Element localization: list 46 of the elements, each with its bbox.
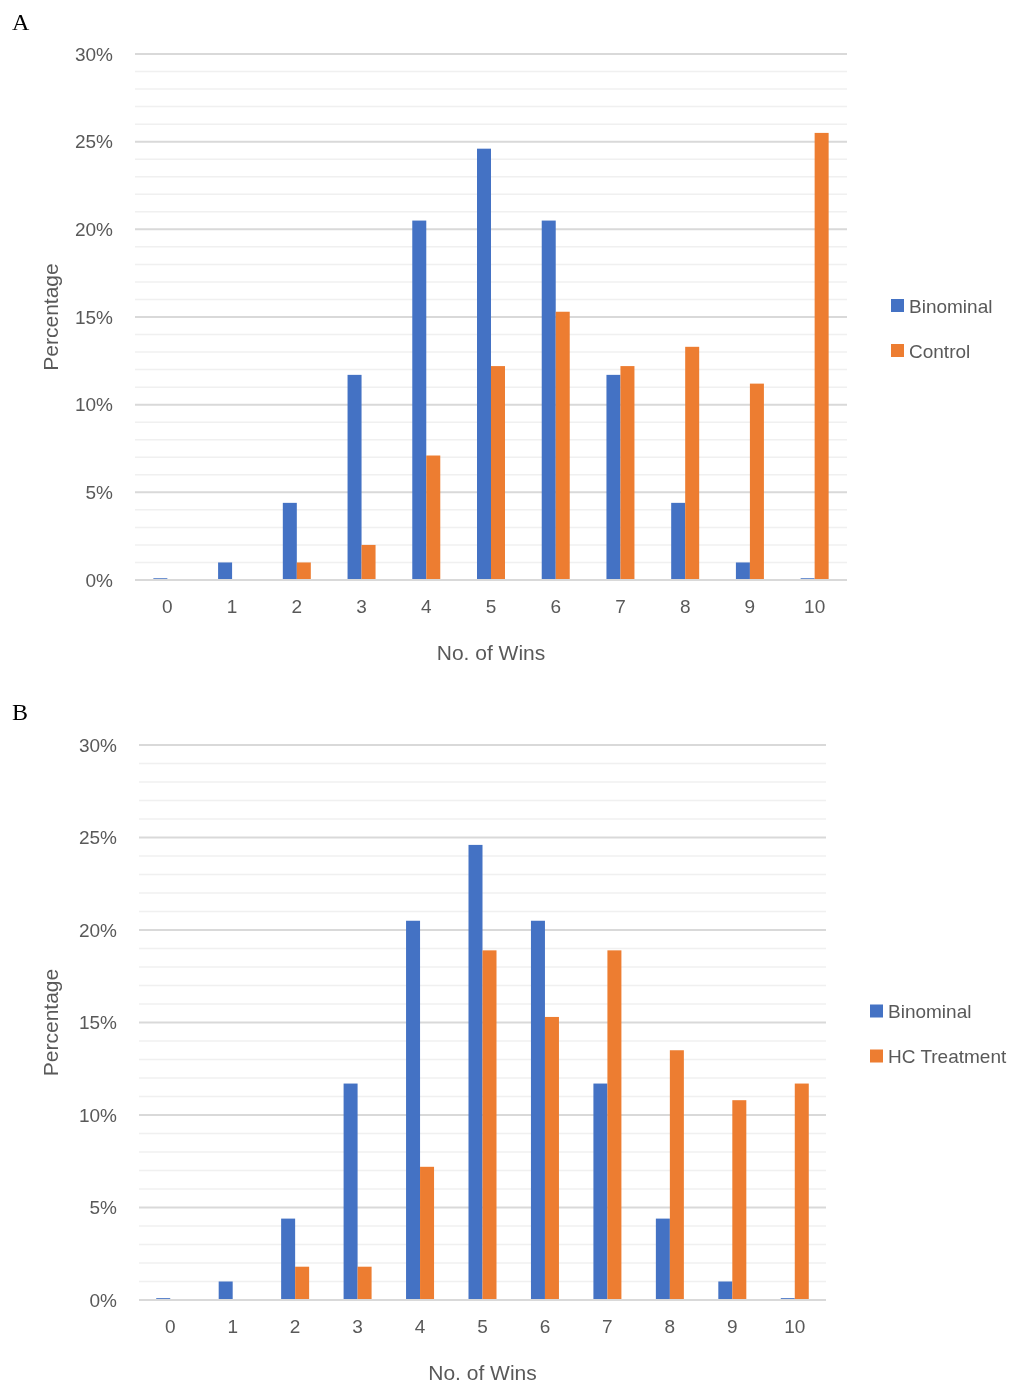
y-tick-label: 25%	[74, 131, 114, 153]
x-tick-label: 9	[727, 1316, 738, 1337]
y-axis-title: Percentage	[39, 263, 62, 371]
y-tick-label: 30%	[78, 734, 118, 756]
x-tick-label: 0	[164, 1316, 176, 1337]
text: B	[12, 699, 29, 725]
y-tick-label: 30%	[74, 43, 114, 65]
text: A	[12, 9, 30, 35]
legend-label: HC Treatment	[888, 1046, 1007, 1068]
legend-label: Binominal	[909, 295, 993, 317]
x-tick-label: 6	[550, 596, 562, 617]
x-axis-title: No. of Wins	[436, 641, 546, 664]
x-tick-label: 10	[784, 1316, 806, 1337]
x-tick-label: 6	[539, 1316, 551, 1337]
x-tick-label: 8	[679, 596, 691, 617]
x-tick-label: 1	[226, 596, 238, 617]
x-tick-label: 7	[615, 596, 626, 617]
y-tick-label: 5%	[89, 1197, 118, 1219]
x-tick-label: 1	[227, 1316, 238, 1337]
legend-label: Control	[909, 340, 971, 362]
legend-label: Binominal	[888, 1001, 972, 1023]
y-tick-label: 5%	[85, 481, 114, 503]
y-tick-label: 15%	[78, 1012, 118, 1034]
x-tick-label: 5	[477, 1316, 488, 1337]
x-tick-label: 4	[420, 596, 432, 617]
x-tick-label: 8	[664, 1316, 676, 1337]
y-tick-label: 20%	[78, 919, 118, 941]
x-tick-label: 0	[162, 596, 173, 617]
y-axis-title: Percentage	[39, 968, 62, 1077]
x-tick-label: 3	[356, 596, 367, 617]
y-tick-label: 0%	[89, 1289, 118, 1311]
y-tick-label: 0%	[85, 569, 114, 591]
y-tick-label: 25%	[78, 827, 118, 849]
y-tick-label: 10%	[78, 1104, 118, 1126]
x-tick-label: 7	[602, 1316, 613, 1337]
x-tick-label: 2	[289, 1316, 301, 1337]
y-tick-label: 15%	[74, 306, 114, 328]
x-tick-label: 9	[744, 596, 756, 617]
x-tick-label: 3	[352, 1316, 363, 1337]
x-tick-label: 2	[291, 596, 303, 617]
x-tick-label: 5	[485, 596, 497, 617]
y-tick-label: 20%	[74, 218, 114, 240]
x-tick-label: 10	[804, 596, 826, 617]
x-axis-title: No. of Wins	[428, 1361, 537, 1384]
x-tick-label: 4	[414, 1316, 426, 1337]
y-tick-label: 10%	[74, 394, 114, 416]
